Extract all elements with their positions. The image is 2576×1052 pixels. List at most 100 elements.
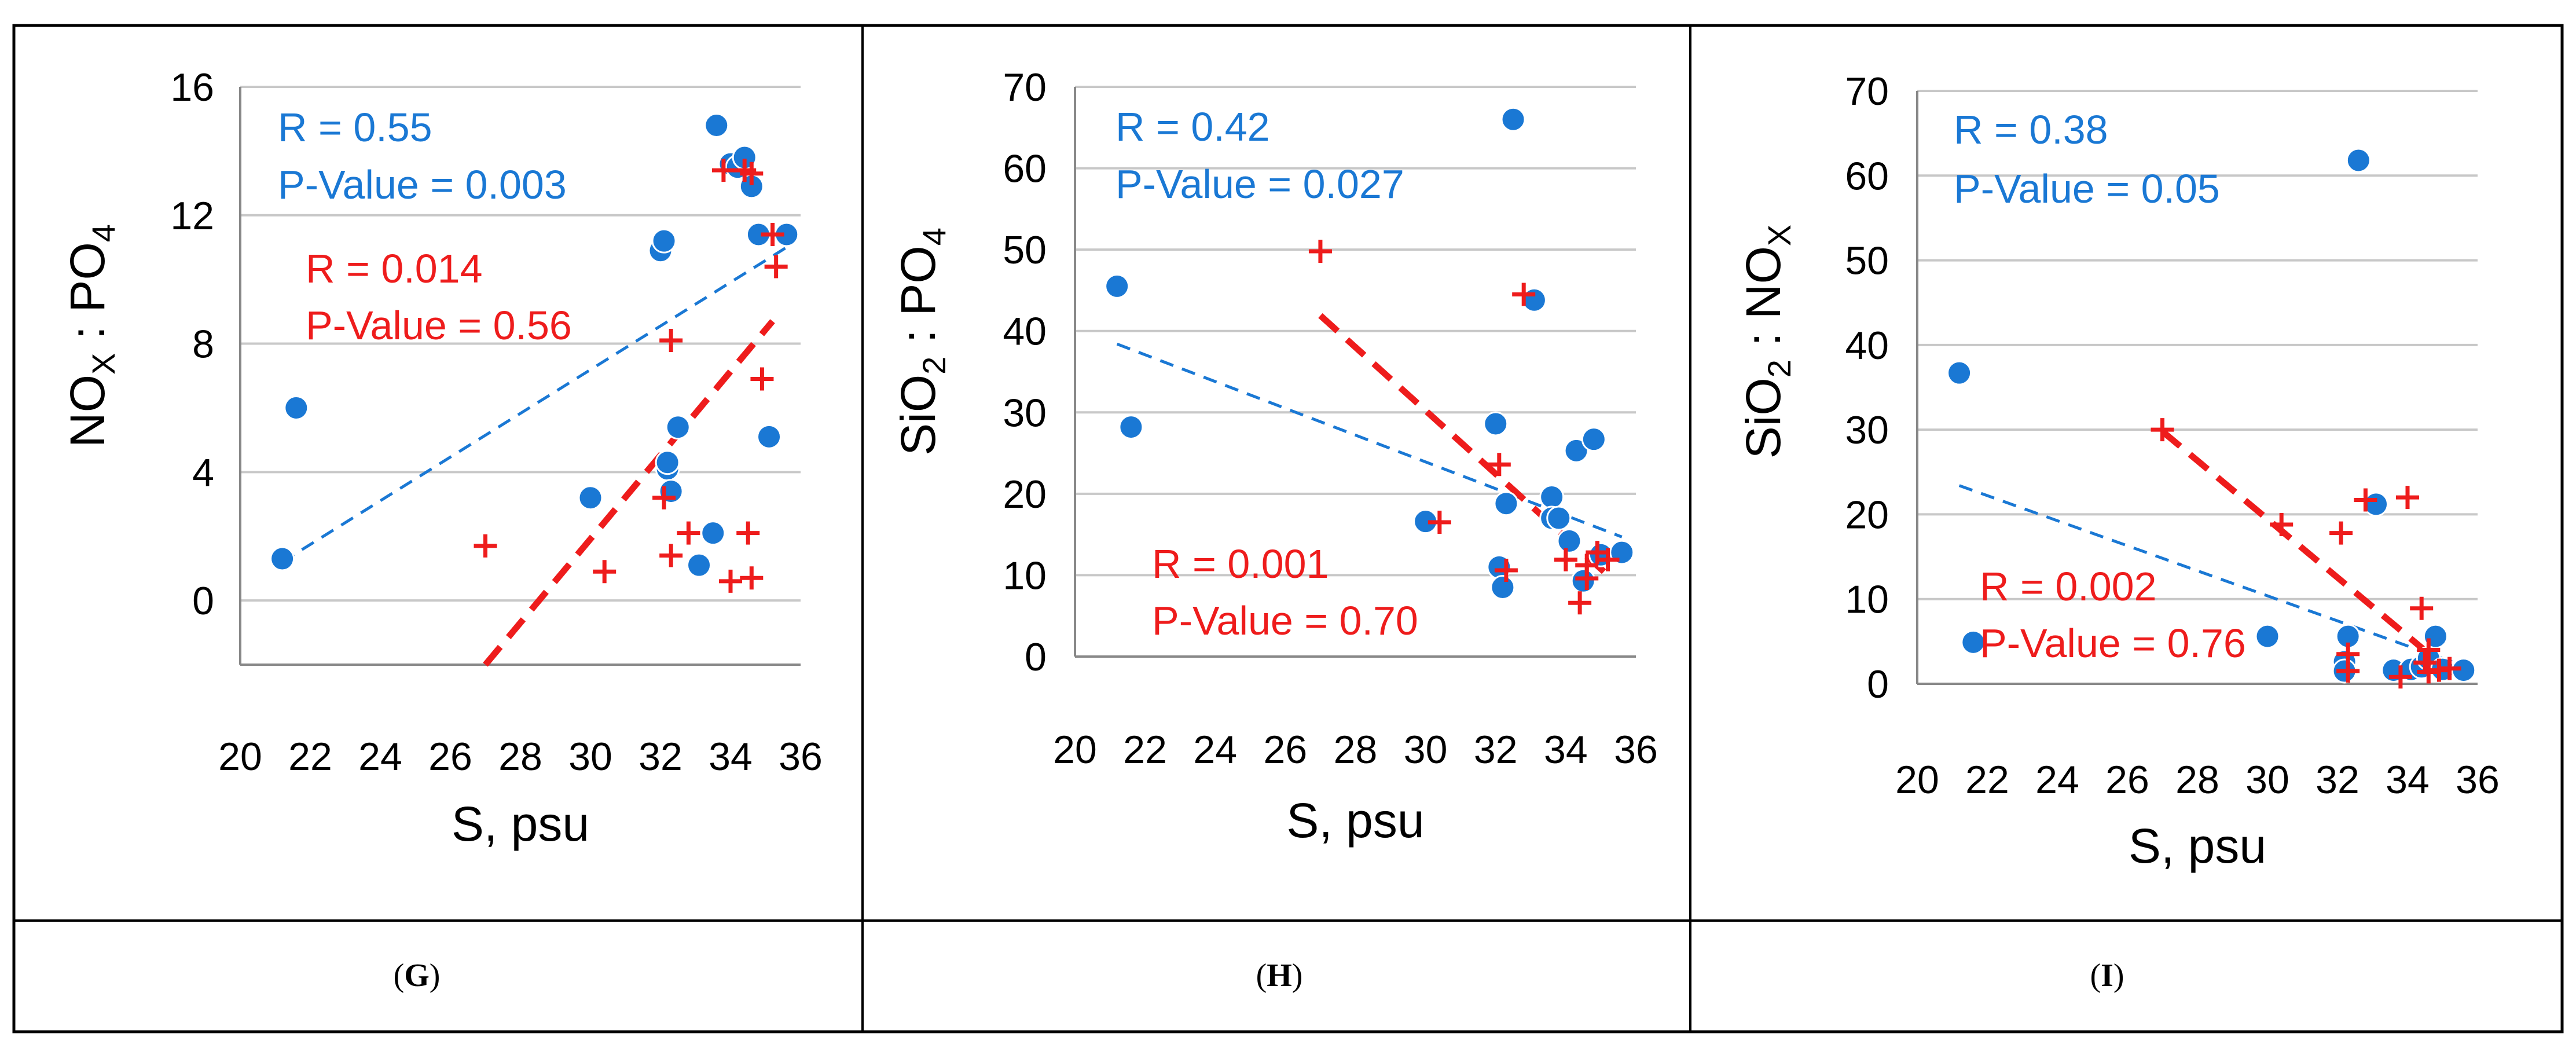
red-point	[652, 486, 676, 509]
caption-h-label: H	[1267, 958, 1292, 994]
y-axis-title-subscript: 2	[916, 357, 952, 375]
y-axis-title-part: NO	[60, 375, 115, 448]
y-axis-title-part: : NO	[1736, 246, 1790, 360]
x-tick-label: 36	[779, 735, 823, 779]
x-axis-title: S, psu	[1286, 793, 1424, 848]
blue-r-label: R = 0.55	[278, 105, 432, 150]
red-point	[1575, 554, 1599, 577]
y-axis-title-part: SiO	[891, 375, 945, 456]
x-tick-label: 22	[1965, 758, 2009, 802]
caption-g-label: G	[404, 958, 430, 994]
x-tick-label: 26	[1264, 728, 1308, 772]
x-tick-label: 26	[2105, 758, 2149, 802]
blue-point	[1539, 484, 1565, 509]
y-tick-label: 16	[170, 65, 214, 109]
blue-point	[757, 424, 782, 449]
y-tick-label: 40	[1003, 310, 1047, 354]
blue-r-label: R = 0.38	[1954, 107, 2108, 152]
red-point	[1512, 283, 1536, 306]
blue-point	[1961, 629, 1986, 655]
red-point	[2270, 512, 2294, 536]
red-point	[719, 569, 742, 593]
x-tick-label: 34	[1544, 728, 1588, 772]
blue-point	[1557, 528, 1582, 554]
blue-r-label: R = 0.42	[1115, 104, 1270, 149]
y-axis-title-subscript: X	[1761, 225, 1797, 246]
blue-point	[1490, 575, 1515, 600]
y-tick-label: 40	[1845, 324, 1889, 368]
y-tick-label: 10	[1845, 578, 1889, 622]
y-axis-title-subscript: X	[85, 353, 122, 375]
y-tick-label: 30	[1003, 391, 1047, 435]
red-point	[740, 566, 764, 590]
red-p-value-label: P-Value = 0.70	[1152, 598, 1418, 643]
red-point	[1308, 239, 1332, 263]
red-point	[593, 560, 617, 584]
x-tick-label: 30	[1404, 728, 1448, 772]
blue-trendline	[281, 246, 788, 563]
y-axis-title-part: SiO	[1736, 377, 1790, 459]
blue-p-value-label: P-Value = 0.05	[1954, 166, 2220, 211]
x-axis-title: S, psu	[452, 797, 589, 851]
red-point	[2396, 486, 2419, 509]
x-tick-label: 30	[2245, 758, 2289, 802]
x-tick-label: 30	[568, 735, 612, 779]
blue-point	[1483, 411, 1509, 437]
red-point	[2410, 596, 2434, 620]
y-axis-title-subscript: 2	[1761, 360, 1797, 377]
x-tick-label: 20	[1053, 728, 1097, 772]
red-point	[761, 223, 784, 247]
blue-p-value-label: P-Value = 0.003	[278, 162, 567, 207]
red-point	[2354, 488, 2377, 512]
y-tick-label: 20	[1003, 472, 1047, 516]
y-axis-title-subscript: 4	[916, 228, 952, 245]
red-point	[740, 162, 764, 185]
blue-point	[704, 113, 729, 138]
x-tick-label: 36	[1614, 728, 1658, 772]
red-point	[677, 521, 700, 545]
y-tick-label: 10	[1003, 554, 1047, 598]
red-point	[474, 534, 497, 558]
y-axis-title: SiO2 : PO4	[891, 228, 952, 456]
x-tick-label: 24	[1193, 728, 1237, 772]
y-tick-label: 50	[1845, 239, 1889, 283]
red-r-label: R = 0.014	[306, 246, 483, 291]
red-point	[711, 159, 735, 182]
red-p-value-label: P-Value = 0.76	[1980, 621, 2246, 666]
y-tick-label: 0	[192, 579, 214, 623]
red-point	[2417, 638, 2441, 662]
red-trendline	[1318, 313, 1610, 578]
caption-i-label: I	[2101, 958, 2113, 994]
blue-point	[1500, 107, 1526, 132]
red-trendline	[2160, 428, 2452, 674]
y-tick-label: 12	[170, 194, 214, 238]
red-p-value-label: P-Value = 0.56	[306, 303, 572, 348]
blue-point	[2364, 492, 2389, 517]
x-tick-label: 32	[2316, 758, 2360, 802]
blue-point	[700, 520, 726, 546]
red-point	[2388, 665, 2412, 689]
y-tick-label: 70	[1003, 65, 1047, 109]
red-point	[659, 544, 683, 567]
outer-frame	[12, 24, 2564, 1033]
x-axis-title: S, psu	[2129, 819, 2266, 873]
blue-point	[1521, 287, 1547, 313]
x-tick-label: 24	[2035, 758, 2079, 802]
red-point	[1487, 453, 1511, 476]
y-tick-label: 30	[1845, 408, 1889, 452]
blue-point	[687, 552, 712, 578]
blue-point	[2346, 148, 2371, 173]
red-point	[1428, 511, 1451, 534]
x-tick-label: 34	[709, 735, 753, 779]
y-tick-label: 4	[192, 450, 214, 494]
y-tick-label: 70	[1845, 69, 1889, 113]
x-tick-label: 32	[639, 735, 682, 779]
x-tick-label: 28	[2175, 758, 2219, 802]
blue-point	[665, 415, 691, 440]
x-tick-label: 20	[218, 735, 262, 779]
red-point	[1554, 548, 1577, 571]
blue-point	[655, 450, 680, 475]
blue-point	[2255, 624, 2280, 649]
